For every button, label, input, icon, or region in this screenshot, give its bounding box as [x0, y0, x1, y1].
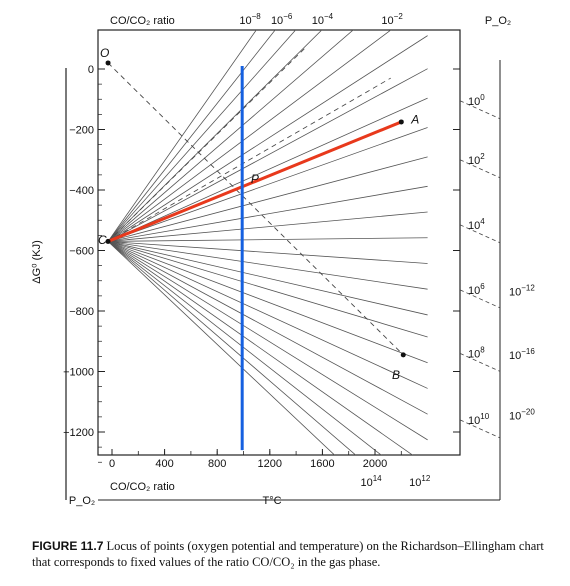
y-tick-label: −600: [69, 246, 94, 258]
bottom-ratio-label: 1012: [409, 474, 431, 489]
x-axis-title: T°C: [262, 495, 281, 507]
point-label: O: [100, 46, 109, 60]
po2-label-bottom: P_O₂: [69, 495, 95, 507]
dashed-line-c: [107, 47, 306, 242]
ratio-line: [107, 35, 428, 242]
ratio-line: [107, 241, 428, 290]
richardson-ellingham-chart: 0 400 800 1200 1600 2000 0 −200 −400 −600 −800 −100…: [31, 12, 535, 507]
top-ratio-label: 10−8: [239, 12, 261, 27]
top-ratio-label: 10−6: [271, 12, 293, 27]
co-co2-ratio-lines: [107, 30, 428, 455]
point-marker: [398, 119, 404, 125]
right-ratio-label: 1010: [468, 412, 490, 427]
bottom-ratio-label: 1014: [360, 474, 382, 489]
y-axis-title: ΔG⁰ (KJ): [31, 240, 43, 284]
ratio-line: [107, 97, 428, 242]
ratio-line: [107, 241, 336, 455]
dashed-po2-link: [459, 159, 501, 179]
ratio-line: [107, 30, 354, 242]
x-tick-label: 0: [109, 458, 115, 470]
ratio-line: [107, 68, 428, 242]
dashed-po2-link: [459, 419, 501, 439]
right-ratio-label: 106: [468, 282, 485, 297]
ratio-line: [108, 241, 428, 264]
axis-ticks: [98, 68, 460, 463]
top-ratio-label: 10−2: [381, 12, 403, 27]
y-tick-label: −400: [69, 185, 94, 197]
po2-label-top: P_O₂: [485, 15, 511, 27]
x-tick-label: 800: [208, 458, 226, 470]
ratio-line: [108, 211, 428, 242]
ratio-line: [108, 237, 428, 242]
dashed-po2-link: [459, 289, 501, 309]
highlight-lines: [105, 60, 406, 451]
y-tick-label: −1200: [63, 427, 94, 439]
ratio-line: [107, 185, 428, 242]
point-marker: [400, 352, 406, 358]
top-ratio-label: 10−4: [312, 12, 334, 27]
point-label: P: [251, 172, 259, 186]
plot-frame: [65, 29, 501, 501]
dashed-line-ob: [107, 62, 404, 356]
point-label: C: [98, 233, 107, 247]
x-tick-label: 2000: [363, 458, 387, 470]
ratio-line: [107, 30, 392, 242]
x-tick-label: 400: [155, 458, 173, 470]
dashed-po2-link: [459, 224, 501, 244]
ratio-line: [107, 241, 428, 338]
ratio-line: [107, 241, 428, 316]
y-tick-label: −200: [69, 125, 94, 137]
y-tick-label: −800: [69, 306, 94, 318]
x-tick-label: 1600: [310, 458, 334, 470]
ratio-line: [107, 127, 428, 242]
point-marker: [105, 60, 111, 66]
right-ratio-label: 108: [468, 345, 485, 360]
point-marker: [105, 238, 111, 244]
po2-scale-label: 10−16: [509, 347, 535, 362]
co-oxidation-line: [107, 120, 402, 243]
right-ratio-label: 102: [468, 152, 485, 167]
ratio-line: [107, 30, 257, 242]
bottom-scale-label: CO/CO₂ ratio: [110, 481, 175, 493]
ratio-line: [107, 241, 357, 455]
point-label: A: [410, 112, 419, 126]
top-scale-label: CO/CO₂ ratio: [110, 15, 175, 27]
po2-scale-label: 10−20: [509, 407, 535, 422]
dashed-construction-lines: [107, 47, 501, 439]
chart-labels: 0 400 800 1200 1600 2000 0 −200 −400 −600 −800 −100…: [31, 12, 535, 507]
figure-caption: FIGURE 11.7 Locus of points (oxygen pote…: [32, 538, 552, 570]
ratio-line: [107, 241, 428, 364]
ratio-line: [107, 241, 428, 415]
ratio-line: [107, 156, 428, 242]
po2-scale-label: 10−12: [509, 283, 535, 298]
y-tick-label: −1000: [63, 367, 94, 379]
point-label: B: [392, 368, 400, 382]
ratio-line: [107, 30, 276, 242]
caption-text: Locus of points (oxygen potential and te…: [32, 539, 544, 569]
ratio-line: [107, 241, 414, 455]
right-ratio-label: 104: [468, 217, 485, 232]
x-tick-label: 1200: [258, 458, 282, 470]
right-ratio-label: 100: [468, 93, 485, 108]
ratio-line: [107, 30, 297, 242]
ratio-line: [107, 241, 382, 455]
dashed-line-c: [107, 77, 391, 242]
dashed-po2-link: [459, 100, 501, 120]
ratio-line: [107, 241, 428, 441]
ratio-line: [107, 241, 428, 389]
y-tick-label: 0: [88, 64, 94, 76]
dashed-po2-link: [459, 352, 501, 372]
caption-label: FIGURE 11.7: [32, 539, 104, 553]
